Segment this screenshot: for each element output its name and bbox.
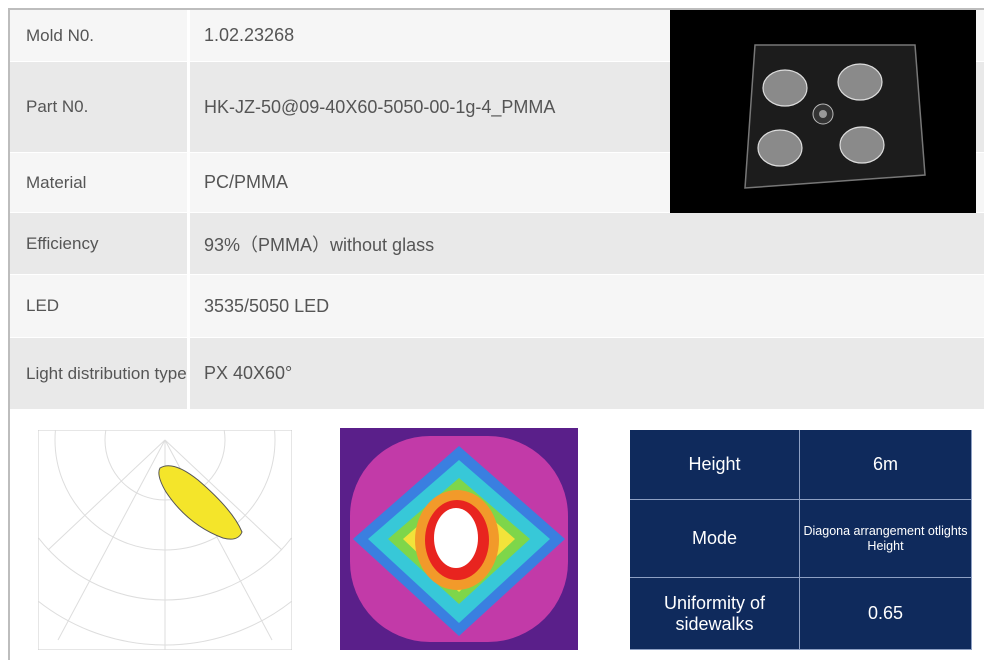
product-photo	[670, 10, 976, 213]
mode-label: Uniformity of sidewalks	[630, 578, 800, 650]
spec-row: LED 3535/5050 LED	[10, 275, 984, 338]
mode-value: 6m	[800, 430, 972, 500]
spec-value: 93%（PMMA）without glass	[204, 234, 435, 255]
spec-label: Light distribution type	[10, 338, 190, 409]
spec-label: Mold N0.	[10, 10, 190, 61]
spec-label: Part N0.	[10, 62, 190, 152]
spec-value: PX 40X60°	[204, 363, 293, 383]
frame	[8, 8, 984, 660]
spec-row: Efficiency 93%（PMMA）without glass	[10, 213, 984, 275]
mode-value: 0.65	[800, 578, 972, 650]
spec-value: PC/PMMA	[204, 172, 289, 192]
mode-label: Height	[630, 430, 800, 500]
spec-value: 1.02.23268	[204, 25, 295, 45]
mode-value: Diagona arrangement otlights Height	[800, 500, 972, 578]
spec-label: Efficiency	[10, 213, 190, 274]
spec-label: LED	[10, 275, 190, 337]
mode-label: Mode	[630, 500, 800, 578]
spec-row: Light distribution type PX 40X60°	[10, 338, 984, 410]
spec-value: HK-JZ-50@09-40X60-5050-00-1g-4_PMMA	[204, 96, 556, 117]
mode-table: Height 6m Mode Diagona arrangement otlig…	[630, 430, 972, 650]
illuminance-map	[340, 428, 578, 650]
spec-label: Material	[10, 153, 190, 212]
polar-diagram	[38, 430, 292, 650]
spec-value: 3535/5050 LED	[204, 295, 330, 316]
